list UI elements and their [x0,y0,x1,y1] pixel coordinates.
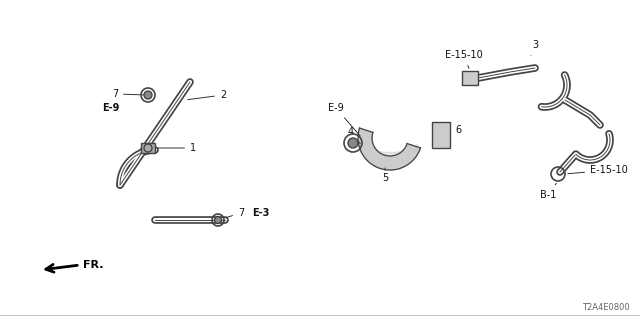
FancyBboxPatch shape [462,71,478,85]
Text: 2: 2 [188,90,227,100]
Text: B-1: B-1 [540,183,556,200]
Text: 7: 7 [221,208,244,219]
Text: 4: 4 [348,127,360,144]
Text: FR.: FR. [83,260,104,270]
FancyBboxPatch shape [432,122,450,148]
Circle shape [348,138,358,148]
Polygon shape [358,128,420,170]
Text: E-15-10: E-15-10 [445,50,483,68]
Text: 5: 5 [382,168,388,183]
Text: E-15-10: E-15-10 [568,165,628,175]
FancyBboxPatch shape [141,143,155,153]
Text: 3: 3 [531,40,538,55]
Circle shape [144,91,152,99]
Text: 6: 6 [435,125,461,135]
Text: T2A4E0800: T2A4E0800 [582,303,630,312]
Text: E-9: E-9 [328,103,360,136]
Circle shape [214,217,221,223]
Text: 1: 1 [158,143,196,153]
Text: E-3: E-3 [252,208,269,218]
Text: E-9: E-9 [102,103,120,113]
Text: 7: 7 [112,89,145,99]
